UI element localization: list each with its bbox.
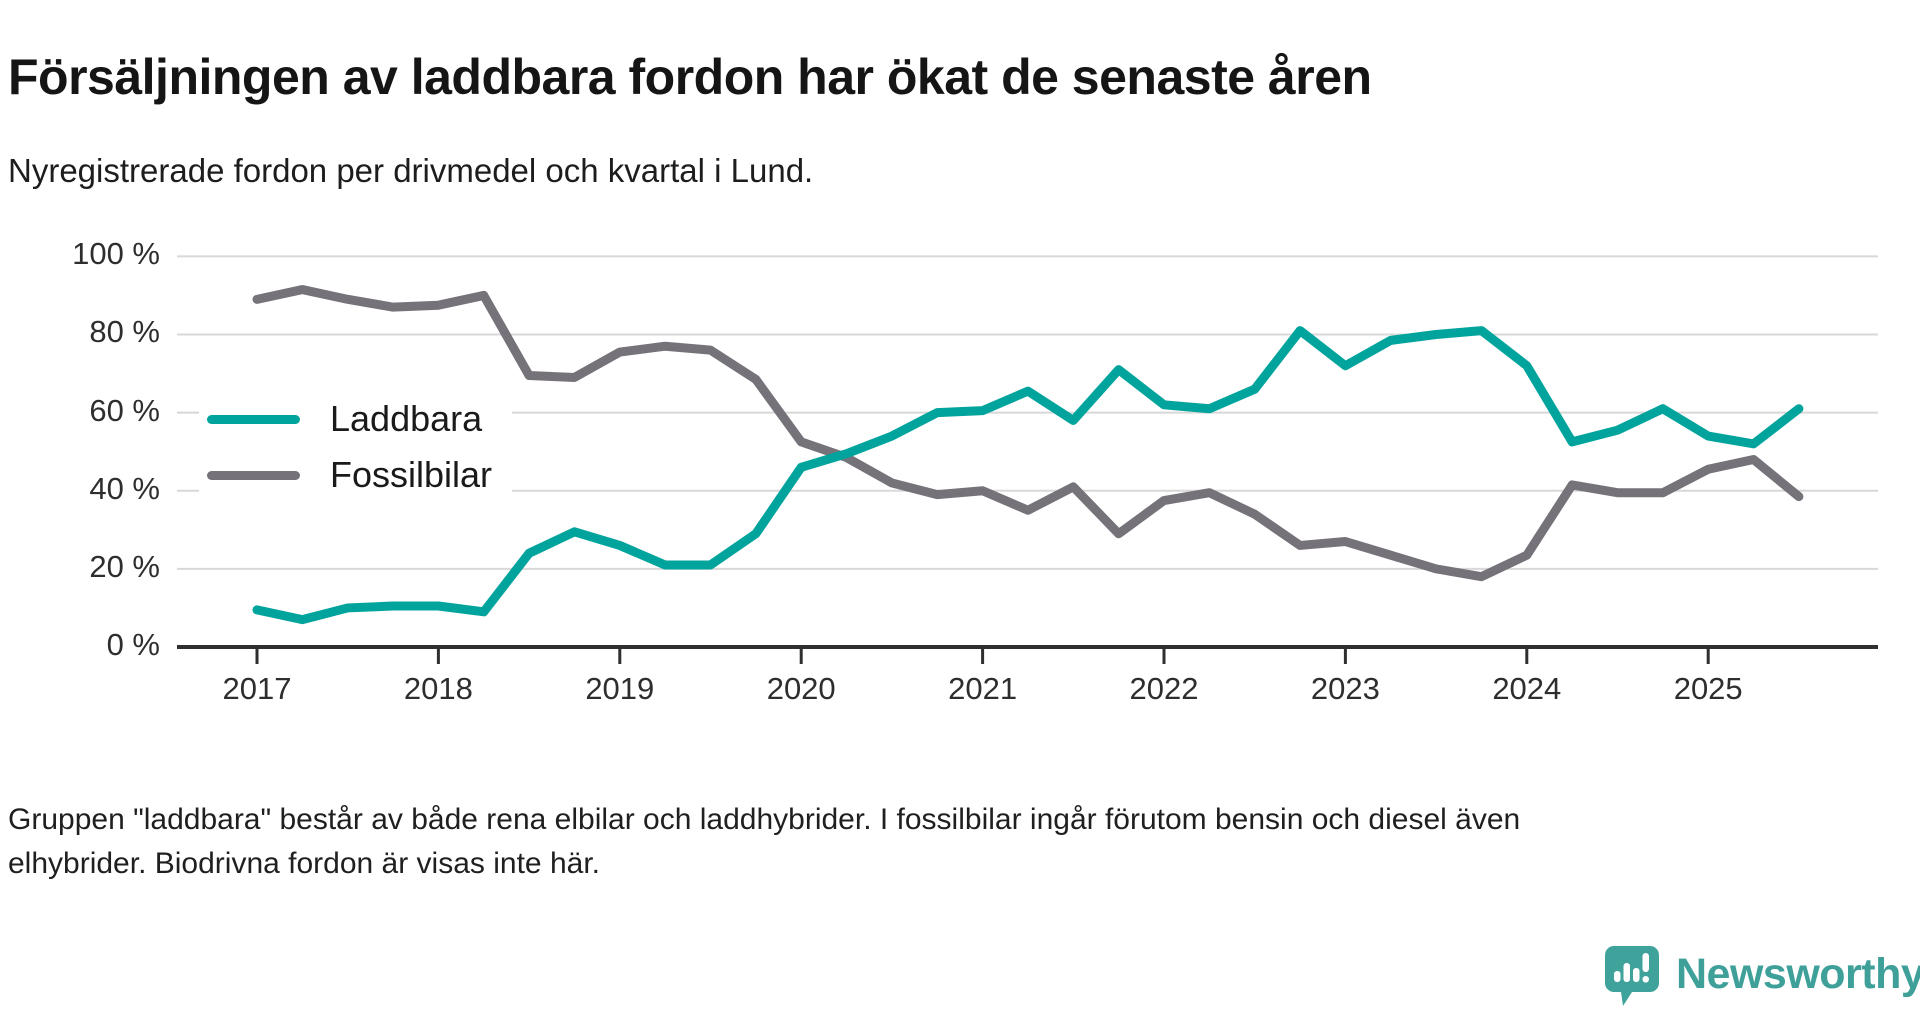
footnote-line-1: Gruppen "laddbara" består av både rena e… — [8, 803, 1521, 836]
y-axis-label: 60 % — [89, 392, 160, 428]
chart-subtitle: Nyregistrerade fordon per drivmedel och … — [8, 152, 814, 189]
x-axis-label: 2019 — [585, 671, 655, 706]
y-axis-label: 0 % — [106, 627, 160, 662]
y-axis-label: 20 % — [89, 548, 160, 584]
x-axis-label: 2025 — [1673, 671, 1743, 706]
chart-footnote: Gruppen "laddbara" består av både rena e… — [8, 798, 1868, 886]
newsworthy-logo-text: Newsworthy — [1676, 950, 1920, 998]
page-title: Försäljningen av laddbara fordon har öka… — [8, 48, 1372, 105]
laddbara-line — [252, 326, 1804, 625]
x-axis-label: 2021 — [948, 671, 1018, 706]
x-axis-label: 2020 — [766, 671, 836, 706]
laddbara-swatch — [207, 414, 300, 424]
newsworthy-logo-icon — [1605, 946, 1659, 1006]
chart-legend: Laddbara Fossilbilar — [199, 394, 513, 506]
x-axis-label: 2024 — [1492, 671, 1562, 706]
x-axis-label: 2023 — [1310, 671, 1380, 706]
legend-item-fossilbilar: Fossilbilar — [199, 450, 513, 500]
legend-label: Fossilbilar — [330, 454, 493, 495]
fossilbilar-line — [252, 285, 1804, 582]
y-axis-label: 100 % — [72, 236, 160, 272]
x-axis-label: 2017 — [222, 671, 292, 706]
legend-label: Laddbara — [330, 398, 483, 439]
x-axis-label: 2022 — [1129, 671, 1199, 706]
y-axis-label: 80 % — [89, 314, 160, 350]
x-axis-label: 2018 — [403, 671, 473, 706]
newsworthy-branding: Newsworthy — [1602, 944, 1920, 1008]
legend-item-laddbara: Laddbara — [199, 394, 513, 444]
footnote-line-2: elhybrider. Biodrivna fordon är visas in… — [8, 847, 600, 880]
fossilbilar-swatch — [207, 470, 300, 480]
y-axis-label: 40 % — [89, 470, 160, 506]
